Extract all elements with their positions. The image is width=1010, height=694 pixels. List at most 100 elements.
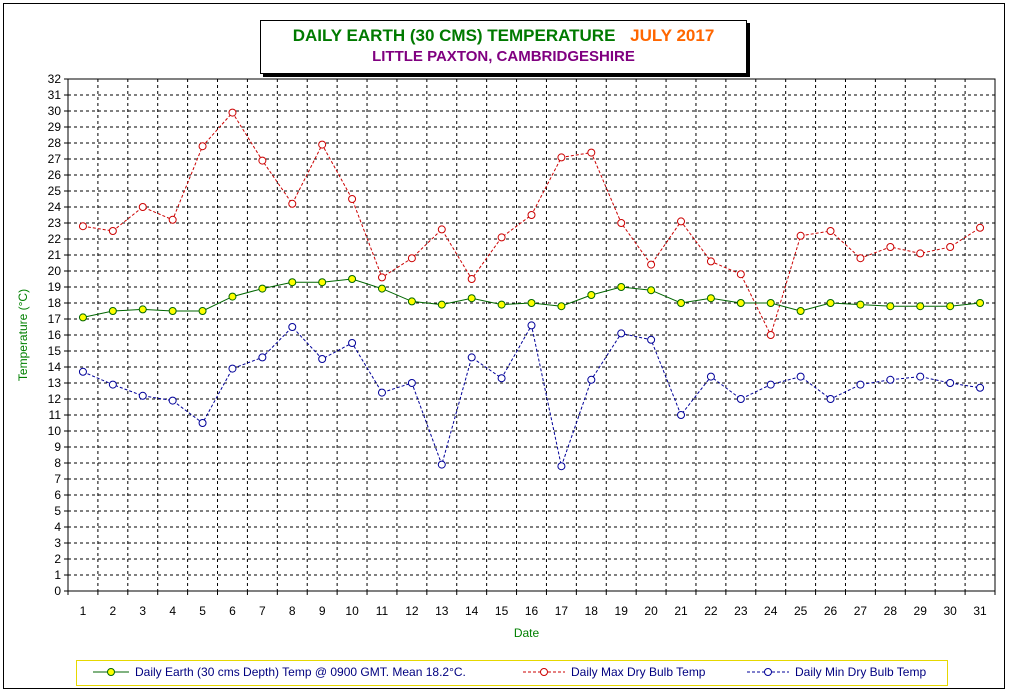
x-tick-label: 1 bbox=[80, 604, 87, 618]
y-tick-label: 0 bbox=[54, 584, 61, 598]
data-point-series-2 bbox=[856, 380, 865, 389]
title-main: DAILY EARTH (30 CMS) TEMPERATURE bbox=[292, 26, 616, 45]
y-tick-label: 15 bbox=[48, 344, 62, 358]
data-point-series-1 bbox=[497, 233, 506, 242]
data-point-series-2 bbox=[946, 379, 955, 387]
data-point-series-1 bbox=[258, 156, 267, 165]
x-axis-label: Date bbox=[514, 626, 540, 640]
y-tick-label: 4 bbox=[54, 520, 61, 534]
data-point-series-0 bbox=[288, 278, 297, 287]
data-point-series-0 bbox=[258, 284, 267, 293]
data-point-series-0 bbox=[736, 299, 745, 307]
x-tick-label: 6 bbox=[229, 604, 236, 618]
y-tick-label: 13 bbox=[48, 376, 62, 390]
x-tick-label: 25 bbox=[794, 604, 808, 618]
data-point-series-2 bbox=[168, 396, 177, 405]
data-point-series-2 bbox=[647, 335, 656, 344]
data-point-series-2 bbox=[437, 460, 446, 469]
data-point-series-2 bbox=[766, 380, 775, 389]
y-tick-label: 25 bbox=[48, 184, 62, 198]
data-point-series-1 bbox=[377, 273, 386, 282]
data-point-series-2 bbox=[587, 375, 596, 384]
data-point-series-0 bbox=[617, 283, 626, 291]
legend-label-max: Daily Max Dry Bulb Temp bbox=[571, 665, 706, 679]
data-point-series-1 bbox=[736, 270, 745, 279]
data-point-series-2 bbox=[288, 323, 297, 331]
x-tick-label: 12 bbox=[405, 604, 419, 618]
data-point-series-2 bbox=[557, 462, 566, 471]
y-tick-label: 19 bbox=[48, 280, 62, 294]
x-tick-label: 19 bbox=[615, 604, 629, 618]
y-tick-label: 7 bbox=[54, 472, 61, 486]
x-tick-label: 22 bbox=[704, 604, 718, 618]
x-tick-label: 11 bbox=[376, 604, 389, 618]
data-point-series-2 bbox=[78, 367, 87, 376]
data-point-series-0 bbox=[647, 286, 656, 295]
data-point-series-2 bbox=[318, 355, 327, 363]
data-point-series-1 bbox=[527, 211, 536, 219]
data-point-series-1 bbox=[108, 227, 117, 235]
chart-title: DAILY EARTH (30 CMS) TEMPERATURE JULY 20… bbox=[261, 26, 746, 46]
y-tick-label: 8 bbox=[54, 456, 61, 470]
data-point-series-1 bbox=[916, 249, 925, 258]
data-point-series-0 bbox=[557, 302, 566, 311]
y-tick-label: 5 bbox=[54, 504, 61, 518]
y-tick-label: 2 bbox=[54, 552, 61, 566]
data-point-series-0 bbox=[497, 300, 506, 309]
x-tick-label: 23 bbox=[734, 604, 748, 618]
y-tick-label: 21 bbox=[48, 248, 62, 262]
data-point-series-2 bbox=[258, 353, 267, 362]
data-point-series-2 bbox=[677, 411, 686, 419]
data-point-series-1 bbox=[168, 215, 177, 224]
data-point-series-1 bbox=[976, 223, 985, 232]
data-point-series-1 bbox=[78, 222, 87, 231]
y-tick-label: 11 bbox=[49, 408, 62, 422]
y-tick-label: 31 bbox=[48, 88, 62, 102]
x-tick-label: 26 bbox=[824, 604, 838, 618]
data-point-series-0 bbox=[527, 299, 536, 307]
data-point-series-1 bbox=[647, 260, 656, 269]
data-point-series-0 bbox=[946, 302, 955, 311]
legend-swatch-earth bbox=[93, 668, 129, 676]
data-point-series-1 bbox=[467, 275, 476, 283]
data-point-series-1 bbox=[228, 108, 237, 117]
data-point-series-2 bbox=[407, 379, 416, 387]
data-point-series-0 bbox=[348, 275, 357, 283]
y-tick-label: 32 bbox=[48, 72, 62, 86]
data-point-series-0 bbox=[318, 278, 327, 287]
data-point-series-2 bbox=[198, 419, 207, 427]
data-point-series-0 bbox=[377, 284, 386, 293]
y-tick-label: 30 bbox=[48, 104, 62, 118]
y-tick-label: 18 bbox=[48, 296, 62, 310]
data-point-series-0 bbox=[706, 294, 715, 303]
x-tick-label: 2 bbox=[110, 604, 117, 618]
y-tick-label: 10 bbox=[48, 424, 62, 438]
x-tick-label: 27 bbox=[854, 604, 868, 618]
y-tick-label: 9 bbox=[54, 440, 61, 454]
x-tick-label: 18 bbox=[585, 604, 599, 618]
y-tick-label: 20 bbox=[48, 264, 62, 278]
data-point-series-0 bbox=[976, 299, 985, 307]
x-tick-label: 30 bbox=[943, 604, 957, 618]
title-month: JULY 2017 bbox=[630, 26, 715, 45]
data-point-series-0 bbox=[168, 307, 177, 315]
y-tick-label: 24 bbox=[48, 200, 62, 214]
y-tick-label: 27 bbox=[48, 152, 62, 166]
legend-item-earth: Daily Earth (30 cms Depth) Temp @ 0900 G… bbox=[91, 665, 466, 679]
data-point-series-1 bbox=[826, 227, 835, 235]
x-tick-label: 8 bbox=[289, 604, 296, 618]
data-point-series-2 bbox=[976, 383, 985, 392]
y-tick-label: 14 bbox=[48, 360, 62, 374]
data-point-series-0 bbox=[886, 302, 895, 311]
data-point-series-2 bbox=[348, 339, 357, 347]
plot-border bbox=[67, 78, 996, 592]
data-point-series-1 bbox=[437, 225, 446, 234]
legend-swatch-min bbox=[747, 668, 789, 676]
data-point-series-0 bbox=[796, 307, 805, 315]
data-point-series-0 bbox=[677, 299, 686, 307]
data-point-series-1 bbox=[557, 153, 566, 162]
legend-swatch-max bbox=[523, 668, 565, 676]
data-point-series-0 bbox=[916, 302, 925, 311]
data-point-series-0 bbox=[198, 307, 207, 315]
